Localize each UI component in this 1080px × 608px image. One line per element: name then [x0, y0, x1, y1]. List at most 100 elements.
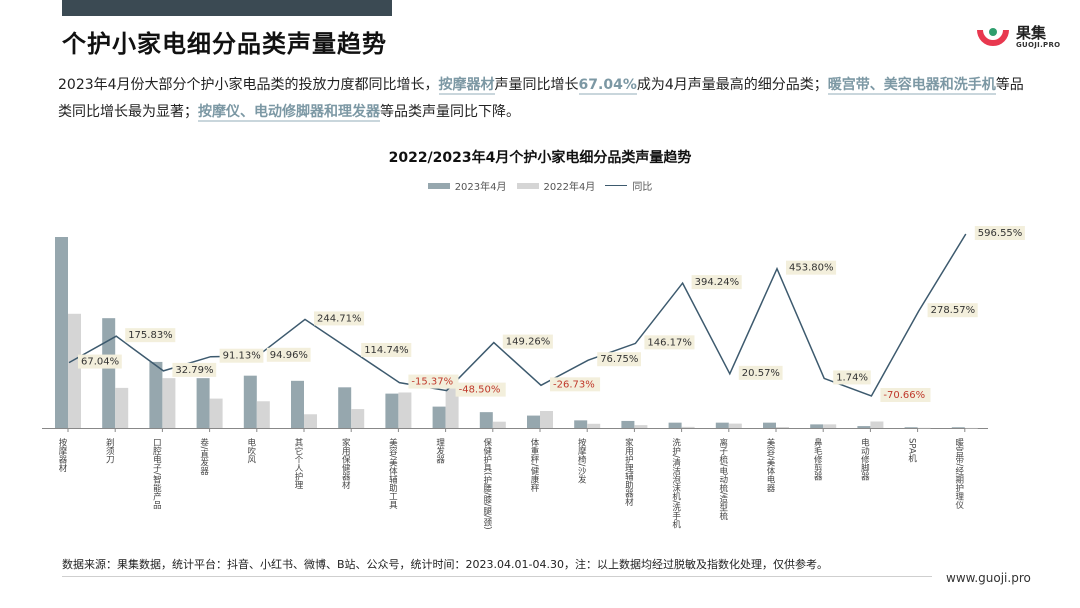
bar-2022: [209, 398, 223, 428]
page-title: 个护小家电细分品类声量趋势: [62, 30, 387, 58]
header-accent-bar: [62, 0, 392, 16]
x-category-label: 家用护理辅助器材: [623, 437, 633, 506]
yoy-label-bg: [78, 354, 122, 369]
yoy-label-bg: [502, 334, 553, 349]
summary-highlight: 按摩仪、电动修脚器和理发器: [198, 104, 380, 122]
summary-highlight: 按摩器材: [438, 77, 495, 95]
yoy-label-bg: [880, 388, 931, 402]
yoy-line-series: [68, 233, 967, 397]
x-category-label: SPA机: [907, 438, 917, 463]
yoy-label-bg: [644, 335, 695, 350]
x-category-label: 保健护具(护腰/膝/腿/颈): [482, 437, 492, 529]
bar-2023: [243, 375, 257, 428]
bar-2023: [338, 387, 352, 428]
bar-2023: [951, 427, 965, 428]
x-category-label: 按摩器材: [57, 437, 67, 472]
bar-2023: [668, 422, 682, 428]
bar-2022: [68, 313, 81, 428]
data-source-note: 数据来源：果集数据，统计平台：抖音、小红书、微博、B站、公众号，统计时间：202…: [62, 558, 828, 571]
yoy-data-label: 453.80%: [789, 263, 834, 274]
summary-part: 等品类声量同比下降。: [380, 104, 520, 120]
summary-highlight: 67.04%: [578, 77, 637, 95]
yoy-data-label: 1.74%: [836, 372, 868, 383]
yoy-data-label: 146.17%: [647, 337, 692, 348]
yoy-label-bg: [691, 275, 742, 290]
yoy-data-label: 91.13%: [223, 351, 261, 362]
yoy-label-bg: [172, 362, 217, 377]
chart-legend: 2023年4月 2022年4月 同比: [0, 178, 1080, 193]
bar-2022: [115, 387, 129, 428]
yoy-data-label: 596.55%: [978, 228, 1023, 239]
x-category-label: 理发器: [435, 438, 445, 464]
bar-2023: [527, 415, 540, 428]
x-category-label: 其它个人护理: [293, 438, 303, 489]
bar-2022: [728, 423, 742, 428]
bar-2022: [587, 423, 601, 428]
summary-highlight: 暖宫带、美容电器和洗手机: [827, 77, 996, 95]
bar-2023: [763, 422, 776, 428]
yoy-label-bg: [455, 382, 506, 397]
bar-2023: [810, 424, 824, 428]
brand-sub: GUOJI.PRO: [1016, 41, 1061, 49]
yoy-label-bg: [125, 328, 176, 343]
summary-part: 成为4月声量最高的细分品类；: [636, 77, 828, 93]
bar-2023: [55, 237, 68, 428]
yoy-label-bg: [927, 303, 978, 318]
bar-2023: [385, 393, 399, 428]
legend-label: 同比: [632, 182, 653, 193]
x-category-label: 美容/美体辅助工具: [387, 437, 397, 509]
bar-2022: [398, 392, 412, 428]
bar-2022: [681, 426, 695, 428]
yoy-label-bg: [974, 226, 1025, 240]
yoy-label-bg: [408, 374, 459, 389]
yoy-data-label: 114.74%: [364, 345, 409, 356]
bar-2023: [196, 378, 210, 428]
yoy-data-label: -15.37%: [411, 377, 453, 388]
bar-2023: [574, 420, 588, 428]
x-category-label: 剃须刀: [104, 437, 114, 464]
bar-2022: [304, 414, 317, 428]
brand-logo-icon: [977, 28, 1009, 46]
x-category-label: 口腔电子/智能产品: [151, 438, 161, 510]
yoy-data-label: -70.66%: [883, 390, 925, 401]
x-category-label: 鼻毛修剪器: [812, 437, 822, 481]
yoy-label-bg: [597, 352, 641, 367]
yoy-data-label: 20.57%: [742, 368, 780, 379]
x-category-label: 家用保健器材: [340, 437, 350, 489]
bar-2022: [256, 401, 270, 428]
yoy-label-bg: [786, 260, 837, 275]
yoy-data-label: 67.04%: [81, 357, 119, 368]
x-category-label: 美容/美体电器: [765, 437, 775, 492]
bar-2023: [102, 318, 116, 428]
yoy-data-label: 32.79%: [175, 365, 213, 376]
summary-part: 2023年4月份大部分个护小家电品类的投放力度都同比增长，: [58, 77, 439, 93]
bar-2023: [432, 406, 446, 428]
x-category-label: 暖宫带/经期护理仪: [954, 438, 964, 509]
summary-text: 2023年4月份大部分个护小家电品类的投放力度都同比增长，按摩器材声量同比增长6…: [58, 72, 1030, 126]
yoy-data-label: -48.50%: [459, 385, 501, 396]
bar-2022: [351, 409, 365, 428]
bar-2023: [479, 412, 493, 428]
x-category-label: 电动修脚器: [859, 437, 869, 481]
yoy-data-label: 244.71%: [317, 313, 362, 324]
summary-part: 声量同比增长: [494, 77, 579, 93]
bar-2022: [634, 425, 648, 428]
bar-2023: [149, 361, 163, 428]
bar-2022: [870, 421, 884, 428]
bar-2023: [857, 426, 871, 428]
bar-2023: [715, 422, 729, 428]
bar-2022: [823, 424, 837, 428]
legend-item-2022: 2022年4月: [516, 178, 595, 193]
legend-item-yoy: 同比: [605, 178, 652, 193]
legend-item-2023: 2023年4月: [427, 178, 507, 193]
yoy-data-label: 94.96%: [270, 350, 308, 361]
x-category-label: 电吹风: [246, 437, 256, 464]
bar-2023: [291, 380, 304, 428]
brand-name: 果集: [1016, 24, 1047, 42]
bar-2022: [445, 386, 459, 428]
yoy-label-bg: [833, 370, 871, 385]
yoy-data-label: 278.57%: [931, 305, 976, 316]
yoy-data-label: 76.75%: [600, 354, 638, 365]
yoy-data-label: 175.83%: [128, 330, 173, 341]
